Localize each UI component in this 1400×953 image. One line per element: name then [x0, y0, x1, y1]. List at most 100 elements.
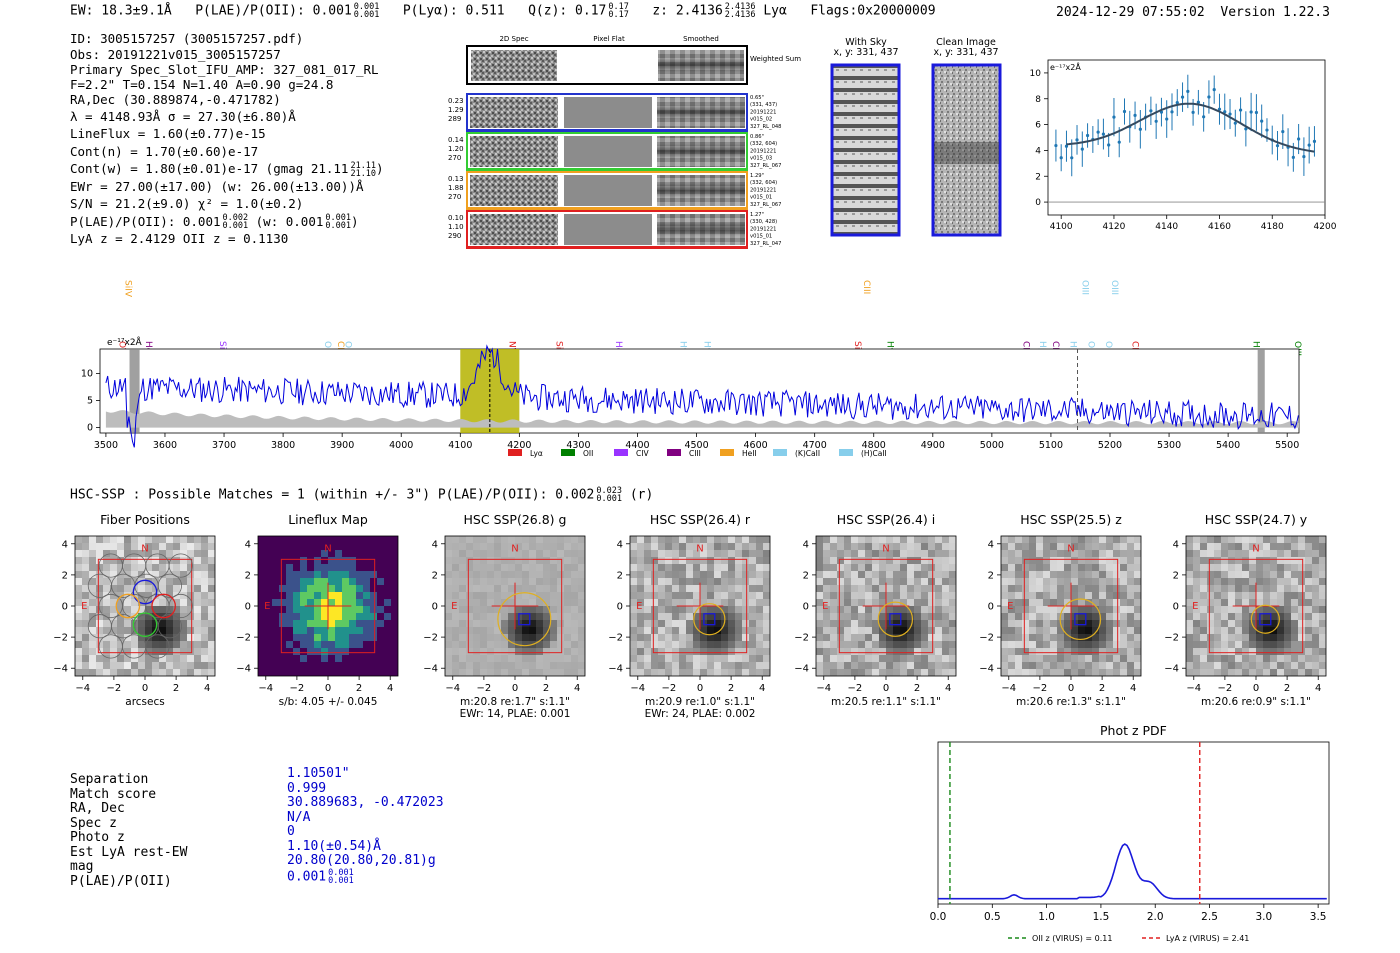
photz-xtick: 1.0 [1038, 911, 1055, 923]
zoom-xtick: 4100 [1050, 222, 1073, 232]
spectrum-xtick: 5000 [980, 440, 1004, 451]
zoom-point [1302, 155, 1306, 159]
search-box [467, 558, 563, 654]
photz-xtick: 3.0 [1255, 911, 1272, 923]
panel-xtick: 2 [356, 683, 362, 694]
panel-ytick: −2 [53, 633, 68, 644]
cutout-right-label: 0.86" [750, 134, 764, 140]
zoom-point [1191, 110, 1195, 114]
cutout-right-label: 0.65" [750, 95, 764, 101]
panel-xtick: 4 [204, 683, 210, 694]
fiber-circle [168, 593, 193, 619]
panel-image: N E 4 2 0 −2 −4 −4 −2 0 2 4 [1164, 535, 1327, 694]
cutout-right-label: 20191221 [750, 109, 776, 115]
panel-xtick: −2 [290, 683, 305, 694]
legend-swatch [720, 449, 734, 456]
header-qz-lo: 0.17 [608, 10, 629, 20]
spectrum-xtick: 4800 [862, 440, 886, 451]
cutout-right-label: (330, 428) [750, 219, 777, 225]
zoom-point [1254, 110, 1259, 115]
info-sn: S/N = 21.2(±9.0) χ² = 1.0(±0.2) [70, 196, 304, 211]
zoom-xtick: 4140 [1155, 222, 1178, 232]
north-label: N [141, 543, 148, 554]
photz-xtick: 2.0 [1147, 911, 1164, 923]
with-sky-image [830, 63, 901, 237]
header-qz: Q(z): 0.17 [528, 3, 607, 19]
plae-w-hi: 0.001 [325, 213, 351, 223]
spectral-line-label: Hγ [701, 341, 711, 354]
match-value-text: 1.10(±0.54)Å [287, 838, 381, 854]
spectrum-xtick: 3500 [94, 440, 118, 451]
col-2d-label: 2D Spec [499, 35, 528, 43]
fiber-circle [145, 634, 170, 659]
north-label: N [1252, 543, 1259, 554]
panel-caption: arcsecs [50, 696, 240, 708]
panel-title: HSC SSP(25.5) z [1020, 512, 1122, 527]
panel-ytick: 4 [62, 539, 68, 550]
east-label: E [636, 601, 642, 612]
panel-xtick: −2 [1218, 683, 1233, 694]
panel-ytick: −4 [53, 664, 68, 675]
zoom-point [1170, 110, 1174, 114]
cutout-2d [470, 214, 558, 245]
panel-xtick: −4 [1001, 683, 1016, 694]
zoom-point [1297, 137, 1301, 141]
match-value-text: 0 [287, 824, 295, 839]
cutout-left-label: 0.14 [448, 136, 464, 144]
zoom-content: 4100 4120 4140 4160 4180 4200 0 2 4 6 8 10 [1030, 69, 1337, 232]
col-smooth-label: Smoothed [683, 35, 719, 43]
cutout-2d [470, 136, 558, 167]
match-label: Separation [70, 772, 149, 787]
spectrum-xtick: 5500 [1275, 440, 1299, 451]
spectral-line-label-top: OIII [1109, 280, 1119, 295]
panel-ytick: 0 [245, 602, 251, 613]
zoom-point [1075, 138, 1079, 142]
panel-xtick: 0 [512, 683, 518, 694]
sky-images [830, 63, 1002, 237]
cutout-flat [564, 175, 652, 206]
cutout-left-label: 270 [448, 193, 461, 201]
panel-ytick: 4 [988, 539, 994, 550]
fiber-circle-highlight [132, 579, 158, 605]
zoom-ytick: 2 [1035, 172, 1041, 182]
photz-title: Phot z PDF [1100, 723, 1167, 738]
zoom-point [1175, 100, 1179, 105]
zoom-point [1054, 143, 1058, 148]
header-flags: Flags:0x20000009 [810, 3, 936, 19]
info-contn: Cont(n) = 1.70(±0.60)e-17 [70, 143, 259, 159]
panel-xtick: −4 [816, 683, 831, 694]
panel-ytick: 2 [803, 570, 809, 581]
panel-xtick: 0 [142, 683, 148, 694]
panel-ytick: 4 [617, 539, 623, 550]
panel-ytick: −4 [1164, 664, 1179, 675]
search-box [652, 558, 748, 654]
panel-caption: m:20.6 re:1.3" s:1.1" [976, 696, 1166, 708]
panel-xtick: −2 [662, 683, 677, 694]
clean-image [931, 63, 1002, 237]
match-label: P(LAE)/P(OII) [70, 873, 172, 889]
east-label: E [451, 601, 457, 612]
masked-region [129, 349, 140, 433]
panel-ytick: −4 [608, 664, 623, 675]
panel-xtick: −4 [75, 683, 90, 694]
panel-xtick: 4 [1130, 683, 1136, 694]
photz-xtick: 3.5 [1310, 911, 1327, 923]
fiber-circle-highlight [132, 612, 158, 637]
zoom-ytick: 0 [1035, 198, 1041, 208]
catalog-marker [518, 613, 531, 626]
zoom-plot-frame [1047, 59, 1326, 216]
spectrum-xtick: 4000 [389, 440, 413, 451]
match-value: 1.10(±0.54)Å [287, 838, 444, 855]
photz-legend-lya: LyA z (VIRUS) = 2.41 [1166, 934, 1249, 943]
spectrum-unit-label: e⁻¹⁷x2Å [107, 336, 143, 348]
spectral-line-label: OII [342, 341, 352, 353]
spectrum-xtick: 4300 [566, 440, 590, 451]
zoom-point [1096, 130, 1100, 134]
legend-label: OII [583, 449, 593, 458]
match-label: Match score [70, 786, 157, 802]
zoom-point [1180, 95, 1185, 99]
north-label: N [1067, 543, 1074, 554]
zoom-point [1117, 140, 1121, 144]
spectrum-xtick: 4400 [625, 440, 649, 451]
